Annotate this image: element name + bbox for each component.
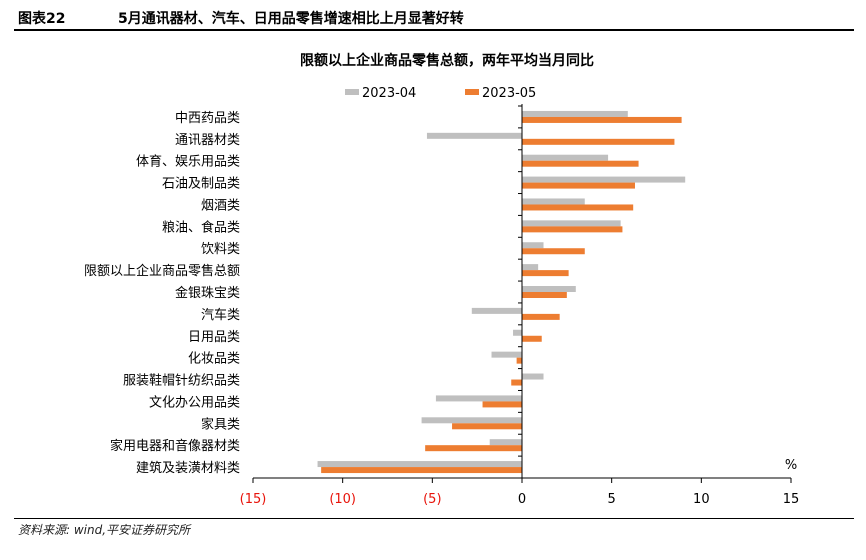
bar-2023-05-12 [511,379,522,386]
x-tick-label: 0 [518,492,526,507]
chart-title: 限额以上企业商品零售总额，两年平均当月同比 [300,52,594,69]
x-tick-label: 15 [783,492,800,507]
bar-2023-05-14 [452,423,522,430]
legend-swatch-2023-04 [345,89,359,95]
bar-2023-04-5 [522,220,621,227]
bar-2023-04-12 [522,373,544,380]
bar-2023-04-1 [426,132,522,139]
bar-chart: 限额以上企业商品零售总额，两年平均当月同比 2023-04 2023-05 中西药… [84,52,800,507]
bar-2023-04-11 [491,351,522,358]
category-label: 中西药品类 [175,111,240,126]
legend-label-2023-05: 2023-05 [482,86,536,101]
category-labels: 中西药品类通讯器材类体育、娱乐用品类石油及制品类烟酒类粮油、食品类饮料类限额以上… [84,111,240,476]
category-label: 粮油、食品类 [162,219,240,235]
category-label: 通讯器材类 [175,133,240,148]
bar-2023-05-0 [522,116,682,123]
footer-rule [14,518,854,519]
bar-2023-05-11 [516,357,522,364]
bar-2023-04-15 [489,439,522,446]
category-label: 限额以上企业商品零售总额 [84,263,240,279]
figure-label: 图表22 [18,11,66,27]
bar-2023-05-8 [522,292,567,298]
figure-caption: 5月通讯器材、汽车、日用品零售增速相比上月显著好转 [118,11,464,27]
category-label: 文化办公用品类 [149,395,240,410]
bar-2023-05-9 [522,313,560,320]
bar-2023-04-10 [513,329,522,336]
category-label: 服装鞋帽针纺织品类 [123,373,240,389]
source-note: 资料来源: wind,平安证券研究所 [18,523,191,537]
x-tick-label: 5 [608,492,616,507]
bar-2023-04-6 [522,242,544,249]
bar-2023-04-0 [522,110,628,117]
bar-2023-05-7 [522,270,569,277]
bar-2023-04-16 [317,461,522,468]
legend-swatch-2023-05 [465,89,479,95]
category-label: 家具类 [201,416,240,432]
bar-2023-04-7 [522,264,539,271]
bar-2023-05-2 [522,160,639,167]
bar-2023-05-6 [522,248,585,255]
category-label: 化妆品类 [188,352,240,367]
bar-2023-05-5 [522,226,623,233]
bar-2023-05-16 [321,467,522,474]
category-label: 烟酒类 [201,198,240,213]
category-label: 汽车类 [201,307,240,323]
x-tick-label: (10) [329,492,356,507]
x-tick-label: (15) [240,492,267,507]
bar-2023-04-13 [435,395,522,402]
unit-label: % [785,458,797,473]
bar-2023-04-9 [471,307,522,314]
legend-label-2023-04: 2023-04 [362,86,416,101]
bar-2023-05-15 [425,445,522,452]
category-label: 家用电器和音像器材类 [110,438,240,454]
category-label: 石油及制品类 [162,177,240,192]
bar-2023-04-4 [522,198,585,205]
bar-2023-05-4 [522,204,634,211]
category-label: 体育、娱乐用品类 [136,154,240,170]
bars-group [317,110,686,474]
bar-2023-04-14 [421,417,522,424]
category-label: 金银珠宝类 [175,285,240,301]
bar-2023-04-2 [522,154,609,161]
figure-header: 图表22 5月通讯器材、汽车、日用品零售增速相比上月显著好转 [14,0,854,28]
bar-2023-05-10 [522,335,542,342]
category-label: 饮料类 [201,242,240,257]
chart-legend: 2023-04 2023-05 [345,86,536,101]
bar-2023-04-3 [522,176,686,183]
bar-2023-05-13 [482,401,522,408]
header-rule [14,29,854,31]
category-label: 日用品类 [188,330,240,345]
bar-2023-04-8 [522,286,576,292]
bar-2023-05-3 [522,182,635,189]
category-label: 建筑及装潢材料类 [136,460,240,476]
x-tick-label: (5) [423,492,441,507]
x-tick-label: 10 [693,492,710,507]
bar-2023-05-1 [522,138,675,145]
axes: (15) (10) (5) 0 5 10 15 [240,104,800,507]
